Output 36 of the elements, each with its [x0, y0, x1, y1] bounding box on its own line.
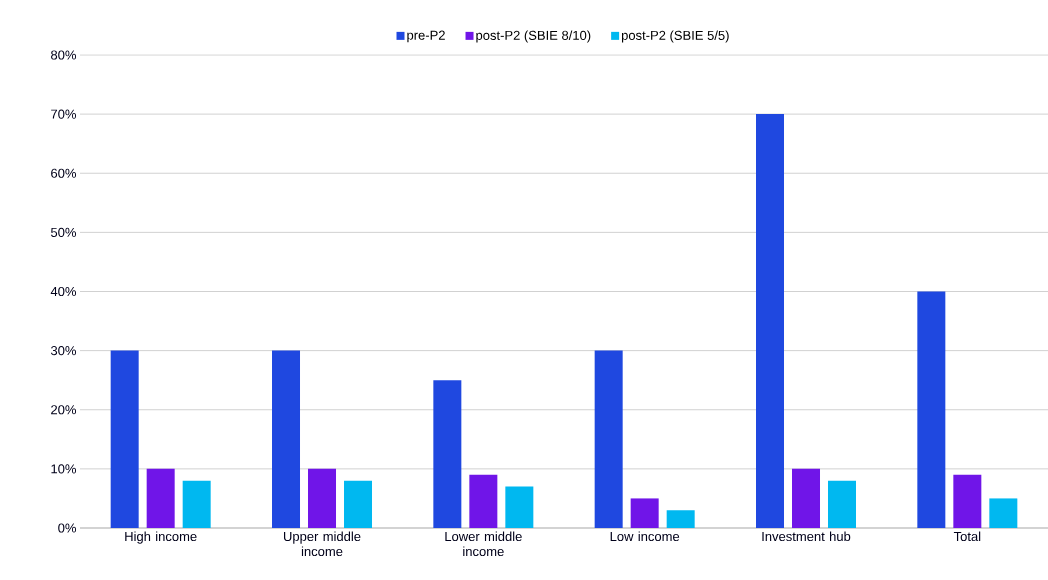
bar [917, 291, 946, 528]
legend-label: post-P2 (SBIE 5/5) [621, 30, 729, 43]
x-tick-label: High income [125, 531, 197, 544]
bar [630, 498, 659, 528]
x-tick-label: Upper middle income [284, 531, 361, 557]
bar [828, 480, 856, 528]
bar [344, 480, 373, 528]
bar [433, 380, 462, 528]
bar [146, 468, 175, 528]
y-tick-label: 60% [51, 168, 77, 178]
y-tick-label: 80% [51, 50, 77, 60]
y-tick-label: 30% [50, 346, 77, 356]
bar [594, 350, 623, 528]
bar [469, 474, 498, 528]
y-tick-label: 40% [50, 286, 77, 297]
bar [792, 468, 820, 528]
x-tick-label: Total [953, 531, 981, 542]
y-tick-label: 10% [51, 464, 77, 474]
legend-label: post-P2 (SBIE 8/10) [476, 30, 591, 43]
bar [505, 486, 534, 528]
x-tick-label: Low income [610, 531, 680, 542]
y-tick-label: 20% [51, 405, 77, 415]
bar [308, 468, 337, 528]
y-tick-label: 70% [51, 109, 77, 119]
bar [182, 480, 211, 528]
y-tick-label: 50% [50, 227, 77, 237]
bar [666, 510, 695, 528]
x-tick-label: Lower middle income [445, 531, 522, 557]
bar [272, 350, 301, 528]
bar [756, 114, 784, 528]
x-tick-label: Investment hub [762, 531, 851, 542]
legend-label: pre-P2 [407, 30, 445, 43]
bar [110, 350, 139, 528]
bar [989, 498, 1018, 528]
bar [953, 474, 982, 528]
y-tick-label: 0% [58, 523, 77, 533]
